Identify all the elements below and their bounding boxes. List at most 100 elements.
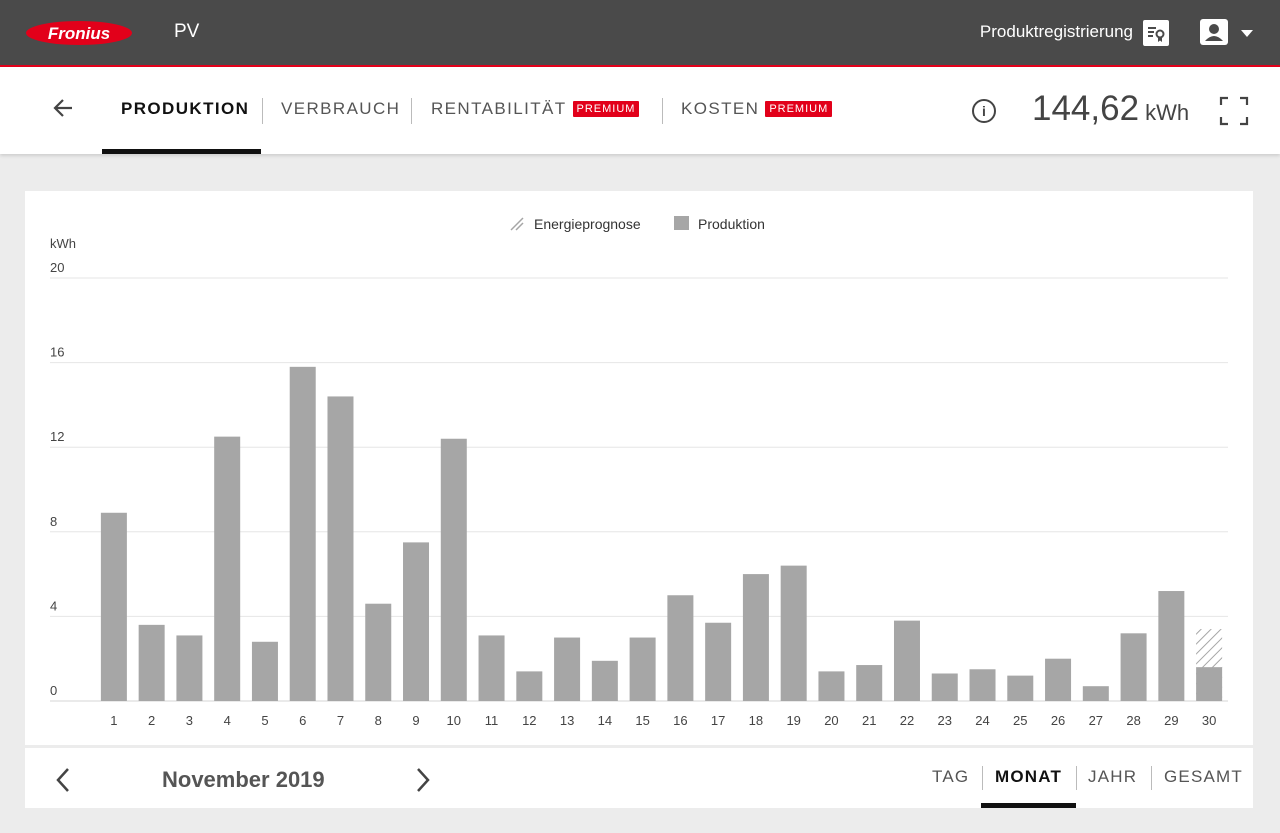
fullscreen-icon[interactable] <box>1218 95 1250 127</box>
range-divider <box>1151 766 1152 790</box>
x-tick-label: 26 <box>1051 713 1065 728</box>
tab-rentabilitaet-label: RENTABILITÄT <box>431 99 567 118</box>
production-bar <box>591 660 618 701</box>
x-tick-label: 9 <box>412 713 419 728</box>
x-tick-label: 15 <box>635 713 649 728</box>
x-tick-label: 14 <box>598 713 612 728</box>
production-bar <box>214 436 241 701</box>
production-bar <box>327 396 354 701</box>
production-bar <box>1158 591 1185 701</box>
production-bar <box>554 637 581 701</box>
production-bar <box>705 622 732 701</box>
certificate-icon[interactable] <box>1143 20 1169 46</box>
production-bar <box>629 637 656 701</box>
x-tick-label: 30 <box>1202 713 1216 728</box>
production-bar <box>516 671 543 701</box>
next-month-arrow-icon[interactable] <box>413 766 433 794</box>
current-period-label: November 2019 <box>162 767 325 792</box>
x-tick-label: 19 <box>786 713 800 728</box>
production-bar <box>667 595 694 701</box>
production-bar <box>176 635 203 701</box>
tab-verbrauch[interactable]: VERBRAUCH <box>281 99 401 118</box>
x-tick-label: 23 <box>938 713 952 728</box>
production-bar <box>1082 686 1109 701</box>
tab-divider <box>262 98 263 124</box>
tab-divider <box>411 98 412 124</box>
product-registration-link[interactable]: Produktregistrierung <box>979 22 1133 41</box>
legend-production-swatch <box>674 216 689 230</box>
range-tag[interactable]: TAG <box>932 767 970 786</box>
production-bar <box>931 673 958 701</box>
production-bar <box>893 620 920 701</box>
x-tick-label: 8 <box>375 713 382 728</box>
production-bar <box>100 512 127 701</box>
range-divider <box>1076 766 1077 790</box>
y-tick-label: 4 <box>50 598 57 613</box>
range-monat[interactable]: MONAT <box>995 767 1063 786</box>
legend-production-label: Produktion <box>698 216 765 232</box>
legend-forecast-swatch <box>510 217 524 231</box>
x-tick-label: 29 <box>1164 713 1178 728</box>
production-bar <box>1196 667 1223 701</box>
production-bar <box>780 565 807 701</box>
x-tick-label: 16 <box>673 713 687 728</box>
tab-divider <box>662 98 663 124</box>
total-unit: kWh <box>1145 100 1190 125</box>
x-tick-label: 10 <box>447 713 461 728</box>
chart-legend: Energieprognose Produktion <box>510 216 765 232</box>
range-gesamt[interactable]: GESAMT <box>1164 767 1243 786</box>
y-tick-label: 16 <box>50 345 64 360</box>
x-tick-label: 12 <box>522 713 536 728</box>
app-title: PV <box>174 21 200 42</box>
active-tab-indicator <box>102 149 261 154</box>
x-tick-label: 7 <box>337 713 344 728</box>
x-tick-label: 4 <box>224 713 231 728</box>
x-tick-label: 20 <box>824 713 838 728</box>
production-bar <box>138 624 165 701</box>
x-tick-label: 6 <box>299 713 306 728</box>
production-bar <box>818 671 845 701</box>
y-tick-label: 12 <box>50 429 64 444</box>
y-tick-label: 20 <box>50 260 64 275</box>
production-bar <box>856 665 883 701</box>
production-chart: Energieprognose Produktion kWh 0 4 8 12 16 20… <box>50 216 1228 728</box>
y-tick-label: 0 <box>50 683 57 698</box>
y-axis-unit-label: kWh <box>50 236 76 251</box>
production-bar <box>403 542 430 701</box>
x-tick-label: 27 <box>1089 713 1103 728</box>
x-tick-label: 2 <box>148 713 155 728</box>
back-arrow-icon[interactable] <box>48 93 78 123</box>
legend-forecast-label: Energieprognose <box>534 216 641 232</box>
tab-produktion[interactable]: PRODUKTION <box>121 99 250 118</box>
x-tick-label: 25 <box>1013 713 1027 728</box>
user-avatar-icon[interactable] <box>1200 19 1228 45</box>
tab-kosten-label: KOSTEN <box>681 99 760 118</box>
production-bar <box>1007 675 1034 701</box>
active-range-indicator <box>981 803 1076 808</box>
production-bar <box>969 669 996 701</box>
production-bar <box>478 635 505 701</box>
total-value: 144,62 <box>1032 89 1140 128</box>
premium-badge: PREMIUM <box>572 101 640 117</box>
production-bar <box>440 438 467 701</box>
y-tick-label: 8 <box>50 514 57 529</box>
period-navigator: November 2019 TAG MONAT JAHR GESAMT <box>25 748 1253 808</box>
x-tick-label: 18 <box>749 713 763 728</box>
x-tick-label: 17 <box>711 713 725 728</box>
previous-month-arrow-icon[interactable] <box>53 766 73 794</box>
range-jahr[interactable]: JAHR <box>1088 767 1138 786</box>
fronius-logo[interactable]: Fronius <box>24 20 134 46</box>
tab-rentabilitaet[interactable]: RENTABILITÄT PREMIUM <box>431 99 640 119</box>
info-icon[interactable]: i <box>972 99 996 123</box>
production-bar <box>251 641 278 701</box>
total-energy: 144,62 kWh <box>1032 89 1189 129</box>
production-bar <box>1045 658 1072 701</box>
chevron-down-icon[interactable] <box>1241 30 1253 37</box>
production-bar <box>1120 633 1147 701</box>
range-divider <box>982 766 983 790</box>
x-tick-label: 11 <box>485 713 499 728</box>
tab-kosten[interactable]: KOSTEN PREMIUM <box>681 99 833 119</box>
x-tick-label: 28 <box>1126 713 1140 728</box>
production-bar <box>365 603 392 701</box>
x-tick-label: 24 <box>975 713 989 728</box>
